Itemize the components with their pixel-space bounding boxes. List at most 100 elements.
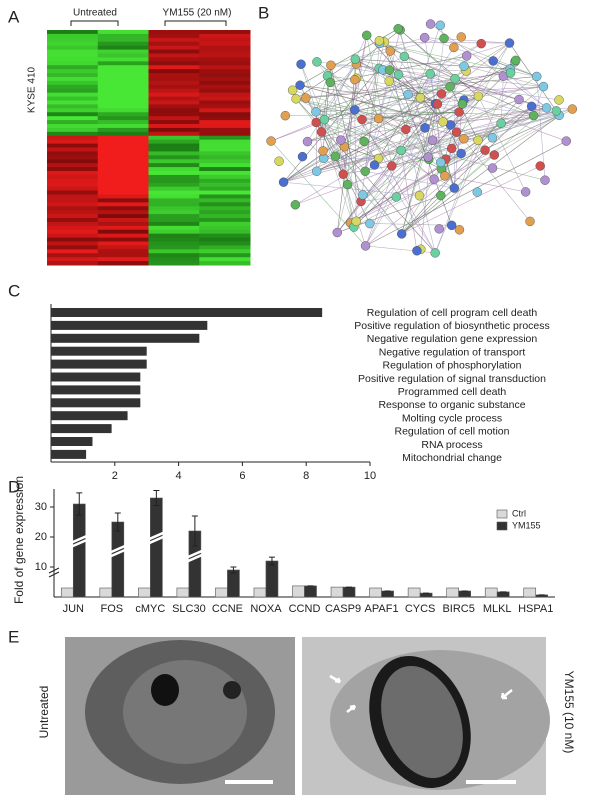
edge xyxy=(501,76,503,123)
heatmap-cell xyxy=(47,242,98,246)
heatmap-cell xyxy=(47,155,98,159)
category-label: Negative regulation of transport xyxy=(379,346,526,358)
node xyxy=(400,52,409,61)
node xyxy=(352,217,361,226)
heatmap-cell xyxy=(98,253,149,257)
heatmap-cell xyxy=(149,81,200,85)
heatmap-cell xyxy=(47,89,98,93)
nucleus xyxy=(123,660,247,764)
x-tick-label: SLC30 xyxy=(172,603,206,615)
heatmap-cell xyxy=(47,38,98,42)
heatmap-cell xyxy=(47,116,98,120)
heatmap-cell xyxy=(98,245,149,249)
heatmap-cell xyxy=(149,249,200,253)
heatmap-cell xyxy=(199,249,250,253)
heatmap-cell xyxy=(98,132,149,136)
category-label: Positive regulation of signal transducti… xyxy=(358,373,546,385)
node xyxy=(430,175,439,184)
heatmap-cell xyxy=(47,257,98,261)
heatmap-cell xyxy=(199,77,250,81)
legend-label: YM155 xyxy=(512,520,541,530)
node xyxy=(452,128,461,137)
edge xyxy=(316,64,356,112)
heatmap-cell xyxy=(149,234,200,238)
category-label: RNA process xyxy=(421,439,482,451)
heatmap-cell xyxy=(47,104,98,108)
heatmap-cell xyxy=(47,238,98,242)
nucleolus xyxy=(223,681,241,699)
heatmap-cell xyxy=(98,57,149,61)
node xyxy=(326,61,335,70)
heatmap-cell xyxy=(199,148,250,152)
node xyxy=(506,68,515,77)
category-label: Positive regulation of biosynthetic proc… xyxy=(354,320,550,332)
heatmap-cell xyxy=(47,245,98,249)
heatmap-cell xyxy=(98,151,149,155)
bar xyxy=(73,504,85,597)
heatmap-cell xyxy=(98,50,149,54)
row-label: KYSE 410 xyxy=(27,66,38,113)
heatmap-cell xyxy=(98,214,149,218)
node xyxy=(312,167,321,176)
node xyxy=(420,33,429,42)
heatmap-cell xyxy=(47,214,98,218)
heatmap-cell xyxy=(149,226,200,230)
bar xyxy=(177,588,189,597)
heatmap-cell xyxy=(47,202,98,206)
heatmap-cell xyxy=(149,238,200,242)
node xyxy=(339,170,348,179)
node xyxy=(459,134,468,143)
heatmap-cell xyxy=(98,124,149,128)
node xyxy=(457,32,466,41)
heatmap-cell xyxy=(199,261,250,265)
heatmap-cell xyxy=(47,42,98,46)
node xyxy=(331,152,340,161)
heatmap-cell xyxy=(98,218,149,222)
heatmap-cell xyxy=(98,163,149,167)
node xyxy=(362,31,371,40)
x-tick-label: JUN xyxy=(63,603,84,615)
heatmap-cell xyxy=(149,183,200,187)
x-tick-label: CASP9 xyxy=(325,603,361,615)
node xyxy=(568,105,577,114)
heatmap-cell xyxy=(47,198,98,202)
y-tick-label: 10 xyxy=(35,561,47,573)
node xyxy=(505,39,514,48)
heatmap-cell xyxy=(199,202,250,206)
heatmap-cell xyxy=(47,132,98,136)
heatmap-cell xyxy=(149,242,200,246)
heatmap-cell xyxy=(47,81,98,85)
node xyxy=(386,47,395,56)
node xyxy=(462,52,471,61)
heatmap-cell xyxy=(98,112,149,116)
node xyxy=(440,171,449,180)
heatmap-cell xyxy=(199,120,250,124)
node xyxy=(455,108,464,117)
heatmap-cell xyxy=(149,214,200,218)
heatmap-cell xyxy=(199,42,250,46)
node xyxy=(358,190,367,199)
node xyxy=(343,180,352,189)
node xyxy=(350,75,359,84)
x-tick-label: FOS xyxy=(100,603,123,615)
bar xyxy=(227,570,239,597)
heatmap-cell xyxy=(199,155,250,159)
node xyxy=(532,72,541,81)
heatmap-cell xyxy=(149,140,200,144)
heatmap-cell xyxy=(149,85,200,89)
heatmap-cell xyxy=(199,132,250,136)
node xyxy=(385,66,394,75)
node xyxy=(297,60,306,69)
node xyxy=(279,178,288,187)
heatmap-cell xyxy=(98,46,149,50)
heatmap-cell xyxy=(199,191,250,195)
heatmap-cell xyxy=(149,30,200,34)
heatmap-cell xyxy=(98,69,149,73)
heatmap-cell xyxy=(149,179,200,183)
node xyxy=(394,70,403,79)
heatmap-cell xyxy=(149,73,200,77)
node xyxy=(387,161,396,170)
heatmap-cell xyxy=(47,46,98,50)
heatmap-cell xyxy=(98,30,149,34)
node xyxy=(428,136,437,145)
